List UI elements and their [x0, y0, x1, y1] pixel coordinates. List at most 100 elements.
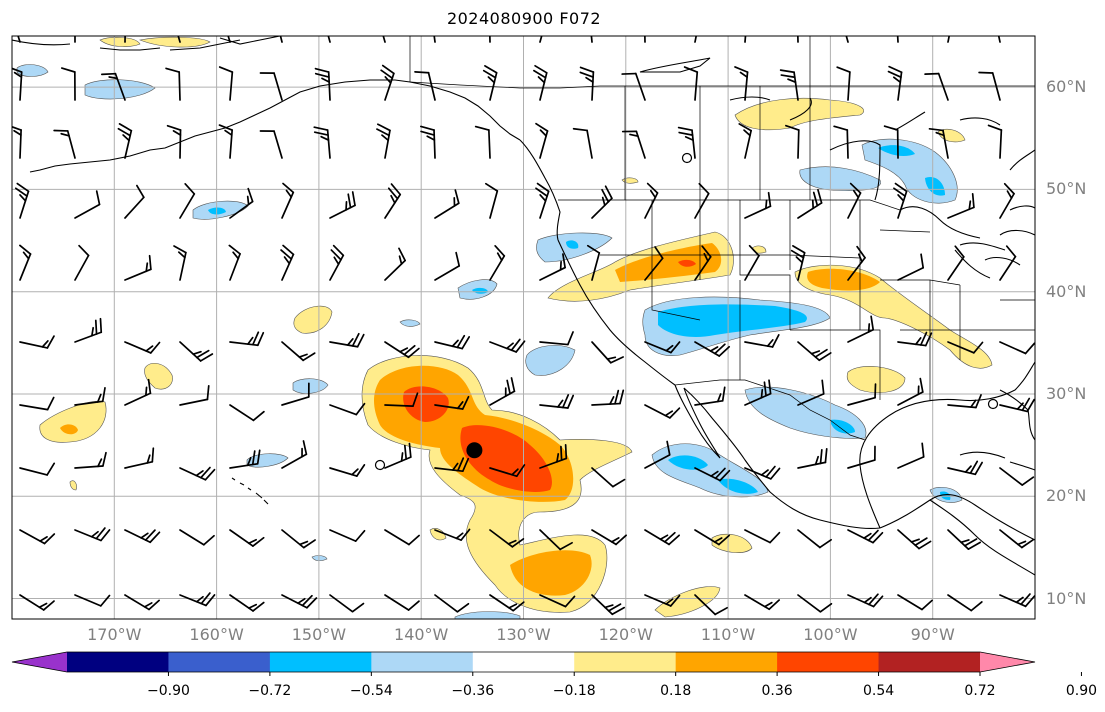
wind-barb — [893, 182, 908, 219]
wind-barb — [117, 123, 133, 159]
wind-barb — [221, 36, 231, 43]
wind-barb — [124, 378, 152, 406]
longitude-label: 110°W — [700, 625, 756, 644]
wind-barb — [790, 244, 806, 281]
latitude-label: 50°N — [1046, 179, 1087, 199]
wind-barb — [644, 182, 659, 219]
wind-barb — [847, 383, 877, 406]
wind-barb — [281, 382, 310, 406]
wind-barb — [947, 460, 983, 476]
wind-barb — [281, 182, 295, 219]
wind-barb — [329, 244, 345, 281]
wind-barb — [947, 341, 984, 354]
wind-barb — [430, 36, 436, 43]
map-border — [11, 35, 1036, 620]
latitude-label: 30°N — [1046, 383, 1087, 403]
wind-barb — [535, 182, 550, 219]
wind-barb — [313, 126, 331, 159]
wind-barb — [74, 527, 111, 542]
colorbar-extend-min — [12, 652, 67, 672]
wind-barb — [74, 451, 107, 469]
wind-barb — [329, 191, 356, 219]
wind-barb — [281, 529, 316, 549]
wind-barb — [847, 182, 862, 219]
colorbar-tick-label: 0.36 — [761, 683, 793, 699]
wind-barb — [847, 315, 875, 343]
wind-barb — [124, 254, 152, 281]
wind-barb — [883, 125, 899, 159]
wind-barb — [19, 396, 55, 411]
wind-barb — [947, 394, 982, 409]
latitude-label: 10°N — [1046, 588, 1087, 608]
wind-barb — [847, 593, 884, 608]
latitude-label: 40°N — [1046, 281, 1087, 301]
coastlines — [12, 36, 1035, 576]
colorbar-tick-label: −0.72 — [248, 683, 292, 699]
wind-barb — [539, 443, 568, 469]
colorbar-swatch — [67, 652, 169, 672]
longitude-label: 130°W — [496, 625, 551, 644]
wind-barb — [74, 190, 101, 219]
colorbar-swatch — [675, 652, 778, 672]
wind-barb — [434, 334, 471, 350]
political-borders — [409, 36, 1035, 441]
wind-barb — [12, 66, 23, 101]
wind-barb — [434, 189, 460, 219]
colorbar-tick-label: 0.72 — [964, 683, 996, 699]
wind-barb — [384, 529, 420, 546]
wind-barb — [474, 125, 491, 159]
wind-barb — [744, 191, 772, 219]
wind-barb — [847, 529, 884, 544]
wind-barb — [384, 183, 402, 219]
wind-barb — [539, 594, 576, 608]
wind-barb — [836, 66, 851, 101]
wind-barb — [621, 130, 646, 159]
wind-barb — [60, 67, 76, 101]
wind-barb — [53, 129, 76, 159]
wind-barb — [434, 457, 470, 473]
wind-barb — [489, 464, 526, 478]
wind-barb — [797, 379, 825, 406]
wind-barb — [539, 529, 573, 551]
wind-barb — [124, 594, 160, 611]
wind-barb — [579, 66, 595, 101]
wind-barb — [229, 529, 265, 547]
colorbar-extend-max — [980, 652, 1035, 672]
colorbar-tick-label: −0.54 — [349, 683, 393, 699]
wind-barb — [797, 447, 828, 469]
wind-barb — [895, 36, 899, 43]
wind-barb — [74, 594, 111, 607]
wind-barb — [993, 36, 1001, 43]
wind-barb — [329, 332, 365, 348]
wind-barb — [19, 529, 56, 545]
wind-barb — [281, 440, 308, 469]
colorbar — [11, 651, 1082, 676]
wind-barb — [229, 594, 265, 612]
wind-barb — [644, 594, 681, 607]
wind-barb — [847, 445, 876, 469]
wind-barb — [591, 341, 624, 364]
wind-barb — [489, 377, 516, 406]
wind-barb — [281, 594, 318, 609]
wind-barb — [179, 182, 196, 219]
wind-barb — [539, 36, 549, 43]
wind-barb — [644, 246, 664, 281]
wind-barb — [280, 244, 295, 281]
latitude-label: 20°N — [1046, 486, 1087, 506]
wind-barb — [228, 244, 241, 281]
wind-barb — [179, 592, 216, 607]
colorbar-tick-label: −0.90 — [146, 683, 190, 699]
wind-barb — [489, 338, 526, 353]
wind-barb — [591, 529, 627, 546]
wind-barb — [644, 404, 681, 419]
wind-barb — [694, 182, 710, 219]
wind-barb — [744, 594, 781, 611]
wind-barb — [779, 69, 799, 101]
wind-barb — [124, 529, 161, 544]
wind-barb — [179, 384, 210, 406]
wind-barb — [643, 36, 646, 43]
colorbar-swatch — [777, 652, 880, 672]
wind-barb — [928, 127, 949, 159]
wind-barb — [738, 123, 752, 159]
